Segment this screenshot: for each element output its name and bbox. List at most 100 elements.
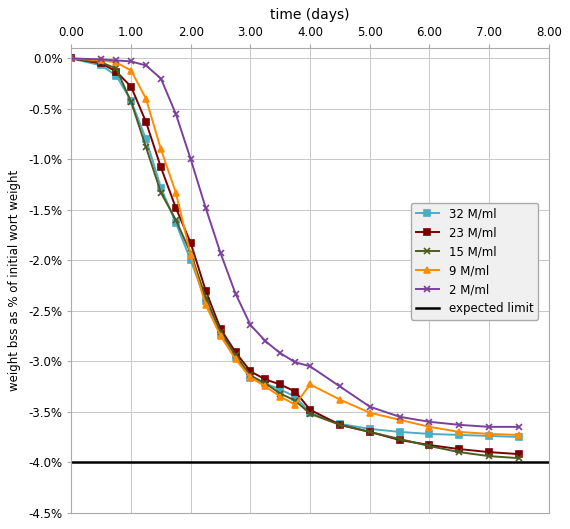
15 M/ml [292, 397, 299, 404]
Legend: 32 M/ml, 23 M/ml, 15 M/ml, 9 M/ml, 2 M/ml, expected limit: 32 M/ml, 23 M/ml, 15 M/ml, 9 M/ml, 2 M/m… [411, 203, 538, 320]
23 M/ml [456, 446, 463, 452]
32 M/ml [307, 409, 314, 416]
Line: 15 M/ml: 15 M/ml [68, 56, 522, 461]
2 M/ml [157, 76, 164, 82]
32 M/ml [486, 433, 492, 439]
32 M/ml [426, 431, 433, 437]
15 M/ml [98, 59, 105, 66]
Line: 2 M/ml: 2 M/ml [68, 56, 522, 430]
2 M/ml [68, 55, 75, 61]
32 M/ml [262, 380, 268, 387]
23 M/ml [188, 240, 194, 247]
2 M/ml [188, 156, 194, 162]
15 M/ml [202, 295, 209, 301]
23 M/ml [336, 422, 343, 428]
15 M/ml [515, 455, 522, 461]
15 M/ml [172, 217, 179, 223]
32 M/ml [277, 386, 284, 393]
expected limit [128, 459, 135, 466]
9 M/ml [515, 432, 522, 438]
32 M/ml [113, 72, 120, 79]
23 M/ml [515, 451, 522, 457]
2 M/ml [336, 384, 343, 390]
15 M/ml [486, 453, 492, 459]
2 M/ml [247, 322, 254, 328]
expected limit [68, 459, 75, 466]
15 M/ml [396, 436, 403, 442]
9 M/ml [217, 333, 224, 339]
32 M/ml [396, 428, 403, 435]
15 M/ml [426, 443, 433, 449]
15 M/ml [307, 411, 314, 417]
23 M/ml [113, 68, 120, 75]
2 M/ml [217, 250, 224, 257]
32 M/ml [157, 185, 164, 191]
23 M/ml [262, 376, 268, 382]
2 M/ml [172, 111, 179, 117]
23 M/ml [172, 205, 179, 211]
2 M/ml [396, 414, 403, 420]
15 M/ml [456, 449, 463, 455]
2 M/ml [292, 359, 299, 366]
2 M/ml [232, 290, 239, 297]
2 M/ml [128, 58, 135, 65]
9 M/ml [68, 55, 75, 61]
23 M/ml [307, 406, 314, 413]
23 M/ml [277, 381, 284, 388]
9 M/ml [486, 431, 492, 437]
32 M/ml [292, 394, 299, 400]
23 M/ml [98, 60, 105, 67]
9 M/ml [128, 67, 135, 74]
2 M/ml [113, 57, 120, 63]
32 M/ml [188, 257, 194, 263]
32 M/ml [247, 375, 254, 381]
9 M/ml [292, 402, 299, 408]
23 M/ml [367, 428, 373, 435]
32 M/ml [217, 332, 224, 338]
Y-axis label: weight bss as % of initial wort weight: weight bss as % of initial wort weight [9, 170, 21, 391]
15 M/ml [217, 329, 224, 335]
X-axis label: time (days): time (days) [270, 8, 350, 22]
9 M/ml [202, 302, 209, 308]
23 M/ml [292, 388, 299, 395]
9 M/ml [396, 417, 403, 423]
9 M/ml [456, 428, 463, 435]
9 M/ml [277, 394, 284, 400]
Line: 32 M/ml: 32 M/ml [68, 56, 522, 440]
23 M/ml [157, 164, 164, 170]
15 M/ml [367, 428, 373, 435]
15 M/ml [157, 189, 164, 196]
23 M/ml [128, 84, 135, 90]
23 M/ml [142, 119, 149, 125]
15 M/ml [232, 352, 239, 358]
9 M/ml [426, 424, 433, 430]
9 M/ml [188, 252, 194, 259]
32 M/ml [128, 98, 135, 104]
9 M/ml [367, 409, 373, 416]
2 M/ml [456, 422, 463, 428]
9 M/ml [247, 374, 254, 380]
15 M/ml [142, 144, 149, 150]
15 M/ml [113, 65, 120, 71]
2 M/ml [426, 418, 433, 425]
15 M/ml [247, 372, 254, 379]
15 M/ml [188, 250, 194, 257]
23 M/ml [68, 55, 75, 61]
Line: 9 M/ml: 9 M/ml [68, 56, 522, 437]
9 M/ml [307, 381, 314, 388]
32 M/ml [142, 136, 149, 142]
23 M/ml [217, 326, 224, 332]
Line: 23 M/ml: 23 M/ml [68, 56, 522, 457]
2 M/ml [307, 363, 314, 369]
2 M/ml [367, 404, 373, 410]
32 M/ml [232, 354, 239, 360]
9 M/ml [336, 396, 343, 403]
32 M/ml [515, 434, 522, 440]
9 M/ml [142, 96, 149, 102]
23 M/ml [232, 349, 239, 355]
9 M/ml [172, 189, 179, 196]
32 M/ml [367, 426, 373, 432]
2 M/ml [262, 338, 268, 344]
9 M/ml [157, 146, 164, 152]
2 M/ml [98, 56, 105, 62]
